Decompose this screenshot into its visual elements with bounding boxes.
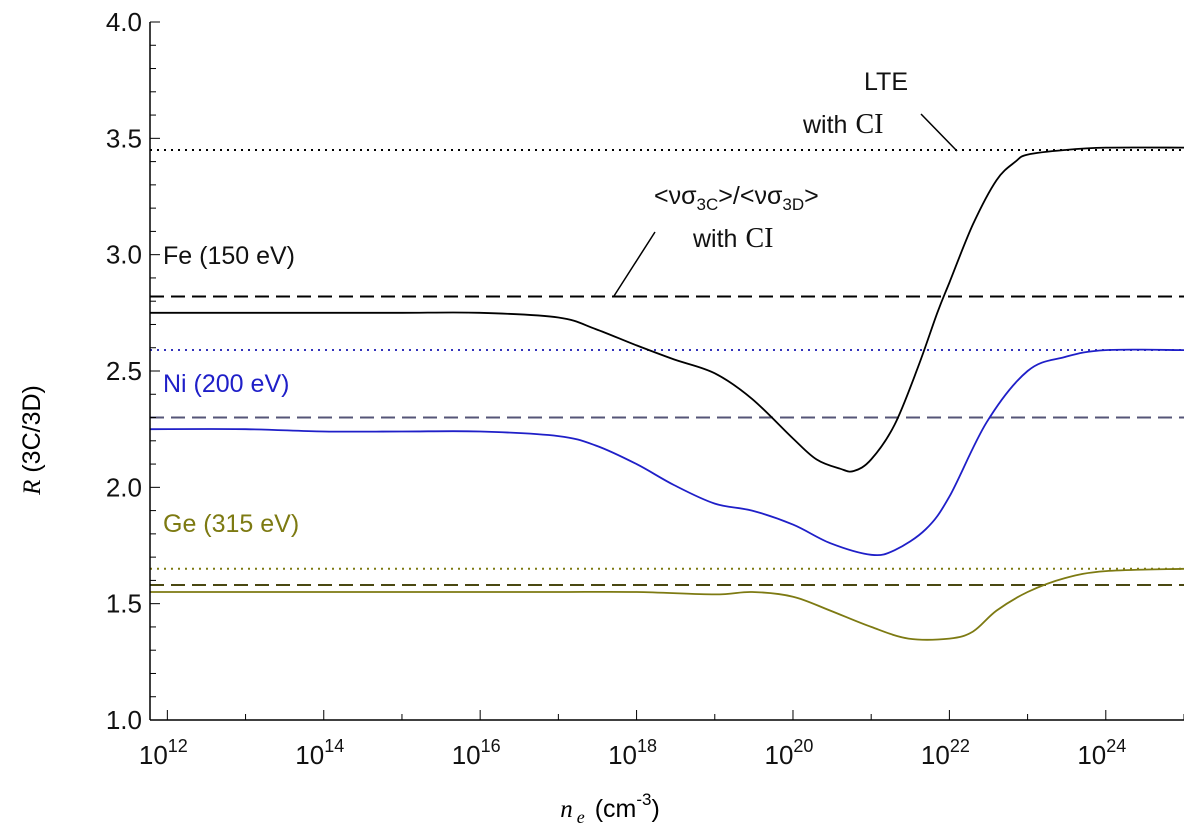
reference-lines [150,148,1184,587]
annotation-rate-ratio-with: with CI [692,223,773,254]
x-axis-title: n e (cm-3) [560,790,660,827]
series-line-ni [149,348,1184,557]
series-line-fe [150,146,1184,473]
series-lines [149,146,1184,641]
annotation-lte-with: with CI [802,109,883,140]
series-label-fe: Fe (150 eV) [163,242,295,270]
series-label-ge: Ge (315 eV) [163,510,299,538]
annotation-rate-ratio: <νσ3C>/<νσ3D> [654,182,819,214]
y-tick-label: 2.5 [106,356,142,386]
x-tick-label: 1014 [295,736,344,770]
x-tick-label: 1018 [608,736,657,770]
x-tick-label: 1022 [921,736,970,770]
y-axis-title: R (3C/3D) [18,385,46,496]
x-tick-label: 1024 [1077,736,1126,770]
tick-labels: 1.0 1.5 2.0 2.5 3.0 3.5 4.0 1012 1014 1016 1018 102… [106,7,1126,770]
y-tick-label: 3.5 [106,123,142,153]
y-tick-label: 1.5 [106,589,142,619]
series-label-ni: Ni (200 eV) [163,370,289,398]
x-tick-label: 1016 [452,736,501,770]
x-tick-label: 1020 [765,736,814,770]
y-tick-label: 2.0 [106,472,142,502]
series-line-ge [150,567,1184,641]
annotation-rate-ratio-pointer [613,231,656,297]
y-tick-label: 1.0 [106,705,142,735]
y-tick-label: 3.0 [106,240,142,270]
annotation-lte-pointer [920,113,958,152]
annotation-lte: LTE [864,68,908,96]
y-tick-label: 4.0 [106,7,142,37]
tick-marks [150,21,1184,721]
x-tick-label: 1012 [139,736,188,770]
